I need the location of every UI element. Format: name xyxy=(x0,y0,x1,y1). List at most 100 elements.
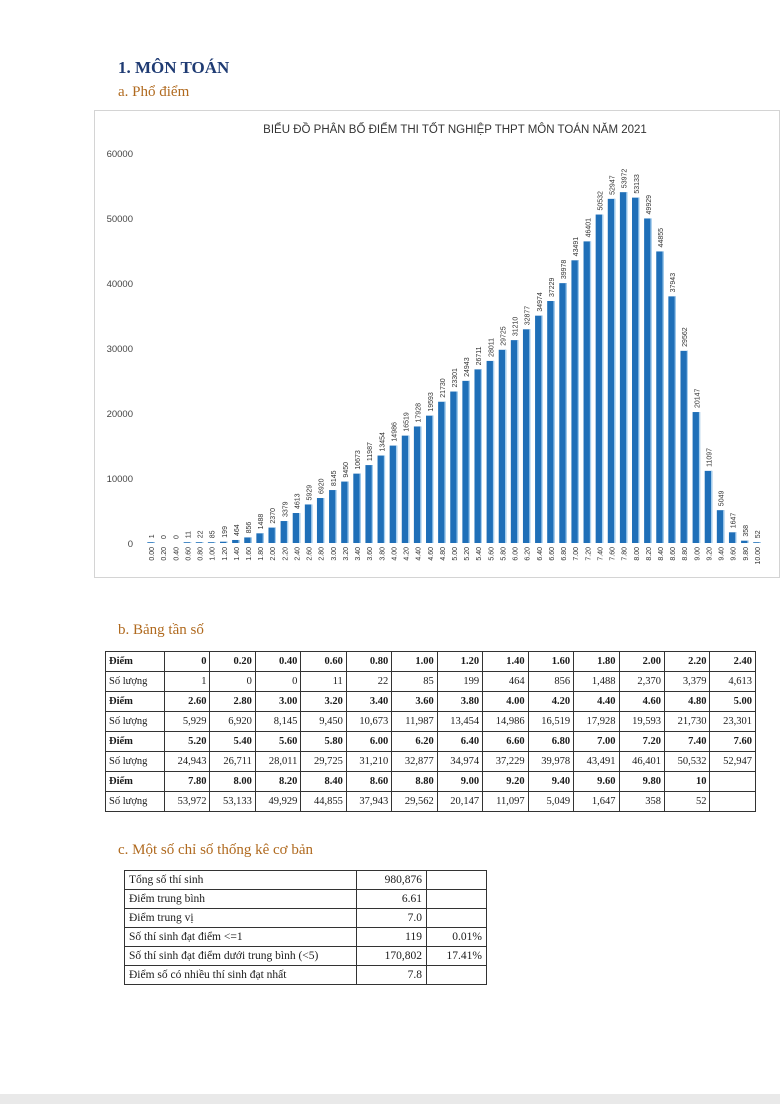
score-cell: 2.80 xyxy=(209,691,256,712)
count-cell: 5,049 xyxy=(527,791,575,812)
stat-value: 7.8 xyxy=(356,965,427,985)
count-cell: 464 xyxy=(482,671,529,692)
stat-row: Điểm số có nhiều thí sinh đạt nhất 7.8 xyxy=(124,965,487,985)
stat-percent xyxy=(426,889,487,909)
data-label: 2370 xyxy=(270,508,277,524)
bar xyxy=(377,455,386,543)
x-tick-label: 3.80 xyxy=(379,547,386,561)
x-tick-label: 0.20 xyxy=(161,547,168,561)
score-cell: 7.20 xyxy=(618,731,665,752)
bar xyxy=(256,533,264,543)
count-cell: 52 xyxy=(663,791,711,812)
data-label: 85 xyxy=(210,530,217,538)
row-header: Số lượng xyxy=(105,791,165,812)
data-label: 49929 xyxy=(646,195,653,215)
count-cell: 11 xyxy=(300,671,347,692)
bar xyxy=(244,537,252,543)
data-label: 9450 xyxy=(343,462,350,478)
bar-highlight xyxy=(650,218,652,544)
bar xyxy=(632,197,640,543)
bar xyxy=(571,260,579,543)
bar xyxy=(316,498,325,543)
count-cell: 0 xyxy=(209,671,256,692)
bar xyxy=(692,412,701,543)
row-header: Điểm xyxy=(105,691,165,712)
x-tick-label: 8.40 xyxy=(658,547,665,561)
stat-row: Điểm trung vị 7.0 xyxy=(124,908,487,928)
bar-highlight xyxy=(468,380,470,543)
stat-value: 119 xyxy=(356,927,427,947)
data-label: 29725 xyxy=(500,326,507,346)
bar-highlight xyxy=(347,481,349,543)
x-tick-label: 5.40 xyxy=(476,547,483,561)
bar-highlight xyxy=(662,251,664,543)
bar xyxy=(547,301,555,543)
score-cell: 8.40 xyxy=(300,771,347,792)
count-cell: 0 xyxy=(254,671,302,692)
bar-highlight xyxy=(202,542,204,543)
bar-highlight xyxy=(517,340,519,543)
score-row: Điểm 0 0.20 0.40 0.60 0.80 1.00 1.20 1.40 1.60 1.8… xyxy=(105,651,756,672)
x-tick-label: 7.20 xyxy=(585,547,592,561)
score-cell: 3.00 xyxy=(254,691,302,712)
x-tick-label: 2.80 xyxy=(319,547,326,561)
count-cell: 85 xyxy=(391,671,438,692)
bar-highlight xyxy=(274,527,276,543)
count-cell: 43,491 xyxy=(573,751,620,772)
x-tick-label: 5.60 xyxy=(488,547,495,561)
bar xyxy=(474,369,482,543)
score-cell xyxy=(709,771,756,792)
x-tick-label: 3.60 xyxy=(367,547,374,561)
bar xyxy=(304,504,313,543)
bar-highlight xyxy=(723,510,725,543)
bar-highlight xyxy=(311,504,313,543)
count-cell: 34,974 xyxy=(436,751,484,772)
bar-highlight xyxy=(686,350,688,543)
bar xyxy=(668,296,676,543)
data-label: 358 xyxy=(743,525,750,537)
x-tick-label: 10.00 xyxy=(755,547,762,565)
bar-highlight xyxy=(698,412,701,543)
chart-svg: BIỂU ĐỒ PHÂN BỐ ĐIỂM THI TỐT NGHIỆP THPT… xyxy=(107,122,762,565)
count-cell: 28,011 xyxy=(254,751,302,772)
x-tick-label: 2.00 xyxy=(270,547,277,561)
count-cell: 358 xyxy=(618,791,665,812)
bar-highlight xyxy=(589,241,592,543)
stat-row: Tổng số thí sinh 980,876 xyxy=(124,870,487,890)
count-cell: 14,986 xyxy=(482,711,529,732)
bar xyxy=(753,542,761,543)
score-cell: 5.20 xyxy=(163,731,211,752)
count-cell xyxy=(709,791,756,812)
x-tick-label: 2.20 xyxy=(282,547,289,561)
bar-highlight xyxy=(189,542,192,543)
score-cell: 2.40 xyxy=(709,651,756,672)
bar-highlight xyxy=(711,470,713,543)
count-cell: 6,920 xyxy=(209,711,256,732)
bar xyxy=(341,481,349,543)
data-label: 5929 xyxy=(307,485,314,501)
count-cell: 8,145 xyxy=(254,711,302,732)
count-cell: 22 xyxy=(345,671,393,692)
count-cell: 37,943 xyxy=(345,791,393,812)
score-cell: 2.60 xyxy=(163,691,211,712)
data-label: 11987 xyxy=(367,442,374,461)
bar-highlight xyxy=(505,349,507,543)
count-cell: 17,928 xyxy=(573,711,620,732)
bar-highlight xyxy=(735,532,737,543)
bar-highlight xyxy=(371,465,373,543)
data-label: 44855 xyxy=(658,228,665,248)
count-cell: 1,647 xyxy=(573,791,620,812)
data-label: 1647 xyxy=(731,513,738,529)
data-label: 26711 xyxy=(476,346,483,365)
bar xyxy=(329,490,337,543)
score-cell: 2.00 xyxy=(618,651,665,672)
score-cell: 1.60 xyxy=(527,651,575,672)
score-cell: 7.40 xyxy=(663,731,711,752)
bar xyxy=(656,251,664,543)
bar-highlight xyxy=(626,192,628,543)
score-cell: 4.20 xyxy=(527,691,575,712)
stat-value: 6.61 xyxy=(356,889,427,909)
x-tick-label: 5.80 xyxy=(500,547,507,561)
count-cell: 13,454 xyxy=(436,711,484,732)
x-tick-label: 3.20 xyxy=(343,547,350,561)
